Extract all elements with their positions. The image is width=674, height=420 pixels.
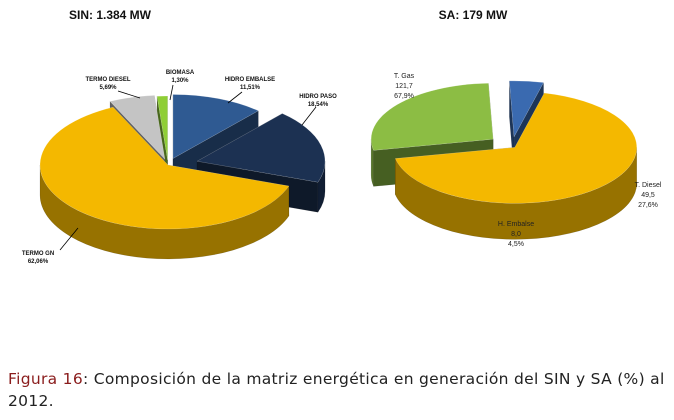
slice-value-biomasa: 1,30% [171, 78, 189, 84]
pie-slice-t-diesel [370, 82, 494, 151]
slice-value-termo-diesel: 5,69% [99, 85, 117, 91]
chart-area: SIN: 1.384 MW SA: 179 MW HIDRO EMBALSE 1… [22, 8, 662, 265]
slice-value-hidro-embalse: 11,51% [240, 85, 261, 91]
pie-slice-t-gas [394, 92, 637, 204]
leader-line-biomasa [169, 84, 174, 101]
pie-slice-termo-gn [39, 106, 290, 230]
figure-label: Figura 16 [8, 370, 83, 388]
sa-chart-title: SA: 179 MW [439, 8, 508, 22]
figure-caption: Figura 16: Composición de la matriz ener… [8, 368, 668, 412]
slice-label-termo-gn: TERMO GN [22, 251, 54, 257]
slice-label-termo-diesel: TERMO DIESEL [85, 77, 130, 83]
slice-value-t-gas: 67,9% [394, 93, 414, 100]
pie-slice-h-embalse [509, 80, 544, 138]
slice-label-t-diesel: T. Diesel [635, 182, 662, 189]
slice-value-termo-gn: 62,06% [28, 259, 49, 265]
leader-line-hidro-paso [301, 106, 317, 126]
slice-label-hidro-paso: HIDRO PASO [299, 94, 337, 100]
sin-chart-title: SIN: 1.384 MW [69, 8, 152, 22]
caption-text: : Composición de la matriz energética en… [8, 370, 665, 410]
pie-slice-termo-diesel [109, 95, 166, 160]
pie-slice-hidro-paso [196, 113, 326, 183]
pie-slice-side-termo-gn-wall [39, 164, 290, 260]
sin-pie-chart [39, 94, 326, 260]
slice-value-h-embalse: 4,5% [508, 241, 524, 248]
sa-pie-chart [370, 80, 637, 240]
slice-label-h-embalse: H. Embalse [498, 221, 534, 228]
slice-value-hidro-paso: 18,54% [308, 102, 329, 108]
slice-label-t-gas: T. Gas [394, 73, 415, 80]
pie-slice-biomasa [156, 95, 168, 161]
slice-label-biomasa: BIOMASA [166, 70, 195, 76]
sin-leader-lines [59, 84, 317, 251]
pie-slice-side-t-gas-wall [395, 147, 637, 240]
slice-amount-h-embalse: 8,0 [511, 231, 521, 238]
slice-amount-t-gas: 121,7 [395, 83, 413, 90]
slice-amount-t-diesel: 49,5 [641, 192, 655, 199]
leader-line-termo-diesel [117, 90, 141, 99]
sa-slice-labels: T. Gas 121,7 67,9% T. Diesel 49,5 27,6% … [394, 73, 662, 248]
leader-line-termo-gn [59, 227, 79, 251]
pie-slice-hidro-embalse [172, 94, 259, 159]
sin-slice-labels: HIDRO EMBALSE 11,51% HIDRO PASO 18,54% T… [22, 70, 337, 265]
slice-label-hidro-embalse: HIDRO EMBALSE [225, 77, 275, 83]
slice-value-t-diesel: 27,6% [638, 202, 658, 209]
leader-line-hidro-embalse [227, 91, 243, 104]
